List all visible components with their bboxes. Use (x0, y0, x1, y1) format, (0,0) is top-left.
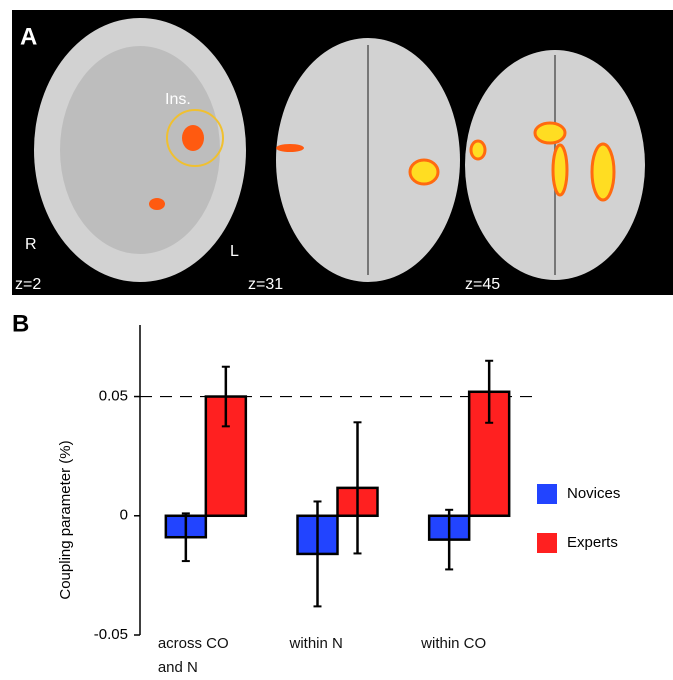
slice-label: z=2 (15, 276, 41, 293)
activation (149, 198, 165, 210)
activation (410, 160, 438, 184)
panel-label: B (12, 310, 29, 337)
legend-swatch (537, 484, 557, 504)
legend-label: Experts (567, 534, 618, 551)
chart: A Ins. R L z=2 z=31 z=45 B Coupling para… (0, 0, 673, 679)
y-tick-label: 0 (120, 507, 128, 524)
side-label: L (230, 243, 239, 260)
slice-label: z=45 (465, 276, 500, 293)
activation (535, 123, 565, 143)
activation (471, 141, 485, 159)
x-tick-label: within N (290, 632, 380, 656)
region-label: Ins. (165, 91, 191, 108)
y-tick-label: 0.05 (99, 388, 128, 405)
activation (553, 145, 567, 195)
panel-label: A (20, 23, 37, 50)
legend-label: Novices (567, 485, 620, 502)
activation (182, 125, 204, 151)
activation (276, 144, 304, 152)
activation (592, 144, 614, 200)
figure: A Ins. R L z=2 z=31 z=45 B Coupling para… (0, 0, 673, 679)
x-tick-label: within CO (421, 632, 511, 656)
y-axis-label: Coupling parameter (%) (57, 440, 74, 599)
y-tick-label: -0.05 (94, 626, 128, 643)
slice-label: z=31 (248, 276, 283, 293)
legend-swatch (537, 533, 557, 553)
side-label: R (25, 236, 37, 253)
x-tick-label: across CO and N (158, 632, 248, 680)
